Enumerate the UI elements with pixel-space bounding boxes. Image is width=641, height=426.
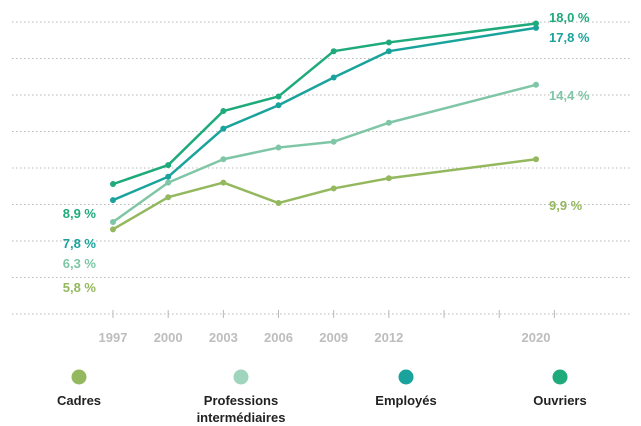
x-tick-label: 2000 [154,330,183,345]
data-point [220,108,227,115]
series-1 [110,81,539,226]
series-0 [110,156,539,233]
data-point [275,93,282,100]
data-point [385,48,392,55]
series-line [112,22,537,186]
legend-swatch [233,369,249,385]
data-point [533,156,539,163]
start-value-label: 6,3 % [63,256,97,271]
series-3 [110,20,539,188]
legend-item: Ouvriers [533,369,587,408]
end-value-label: 14,4 % [549,88,590,103]
data-point [330,138,337,145]
data-point [275,200,282,207]
end-value-label: 17,8 % [549,30,590,45]
data-labels: 5,8 % 9,9 % 6,3 % 14,4 % 7,8 % 17,8 % 8,9 % 18,… [63,10,590,295]
data-point [330,74,337,81]
x-axis: 1997 2000 2003 2006 2009 2012 2020 [99,310,555,345]
data-point [330,185,337,192]
x-tick-label: 2009 [319,330,348,345]
x-tick-label: 1997 [99,330,128,345]
data-point [275,144,282,151]
data-point [533,81,539,88]
data-point [110,197,116,204]
x-tick-label: 2020 [522,330,551,345]
x-tick-label: 2012 [374,330,403,345]
end-value-label: 9,9 % [549,198,583,213]
series-2 [110,24,539,204]
legend: Cadres Professions intermédiaires Employés O… [57,369,587,425]
legend-swatch [552,369,568,385]
data-point [110,219,116,226]
legend-item: Cadres [57,369,101,408]
legend-label-line2: intermédiaires [197,410,286,425]
data-point [220,156,227,163]
legend-item: Professions intermédiaires [197,369,286,425]
series-line [112,26,537,202]
data-point [220,125,227,132]
legend-item: Employés [375,369,437,408]
data-point [220,179,227,186]
data-point [275,102,282,109]
grid [12,21,630,315]
start-value-label: 8,9 % [63,206,97,221]
start-value-label: 5,8 % [63,280,97,295]
data-point [165,162,172,169]
data-point [385,119,392,126]
data-point [533,20,539,27]
x-tick-label: 2003 [209,330,238,345]
legend-label: Employés [375,393,436,408]
data-point [165,173,172,180]
data-point [533,24,539,31]
legend-label: Ouvriers [533,393,586,408]
start-value-label: 7,8 % [63,236,97,251]
end-value-label: 18,0 % [549,10,590,25]
series-line [112,83,537,224]
data-point [165,179,172,186]
data-point [165,194,172,201]
data-point [385,175,392,182]
data-point [110,226,116,233]
series-group [110,20,539,233]
data-point [110,181,116,188]
data-point [385,39,392,46]
legend-swatch [398,369,414,385]
data-point [330,48,337,55]
legend-label: Cadres [57,393,101,408]
x-tick-label: 2006 [264,330,293,345]
legend-label: Professions [204,393,278,408]
legend-swatch [71,369,87,385]
